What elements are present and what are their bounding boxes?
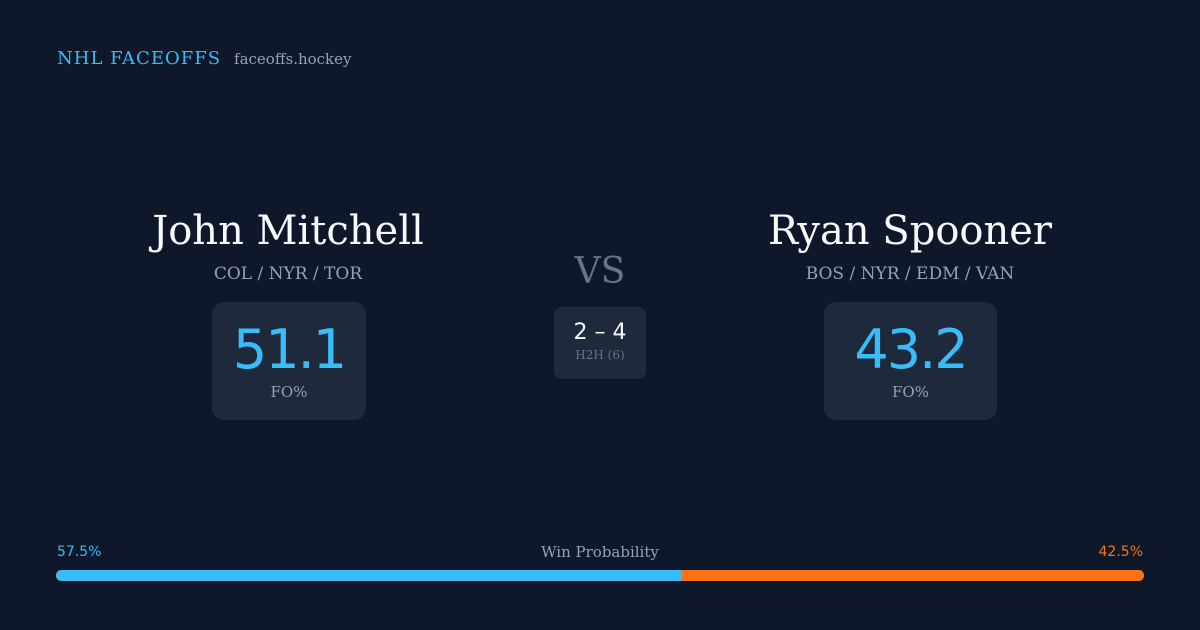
right-fo-card: 43.2 FO% [824, 302, 997, 420]
h2h-score: 2 – 4 [573, 320, 627, 345]
win-prob-label: Win Probability [541, 543, 659, 561]
win-prob-left-fill [56, 570, 682, 581]
brand-name: NHL FACEOFFS [57, 48, 222, 69]
win-prob-right-text: 42.5% [1098, 544, 1143, 560]
left-fo-card: 51.1 FO% [212, 302, 366, 420]
right-player: Ryan Spooner BOS / NYR / EDM / VAN [690, 206, 1130, 284]
left-fo-label: FO% [270, 383, 308, 401]
left-player-teams: COL / NYR / TOR [213, 264, 363, 284]
right-player-name: Ryan Spooner [767, 208, 1053, 254]
right-fo-value: 43.2 [854, 318, 968, 381]
win-prob-left-text: 57.5% [57, 544, 102, 560]
vs-label: VS [574, 251, 626, 292]
win-prob-right-fill [681, 570, 1144, 581]
left-player: John Mitchell COL / NYR / TOR [68, 206, 508, 284]
brand-site: faceoffs.hockey [234, 50, 352, 68]
brand-header: NHL FACEOFFS faceoffs.hockey [57, 48, 352, 69]
right-fo-label: FO% [892, 383, 929, 401]
right-player-teams: BOS / NYR / EDM / VAN [805, 264, 1015, 284]
h2h-card: 2 – 4 H2H (6) [554, 307, 646, 379]
left-fo-value: 51.1 [232, 318, 347, 381]
left-player-name: John Mitchell [152, 208, 424, 254]
win-probability-bar [56, 570, 1144, 581]
h2h-label: H2H (6) [575, 348, 625, 362]
